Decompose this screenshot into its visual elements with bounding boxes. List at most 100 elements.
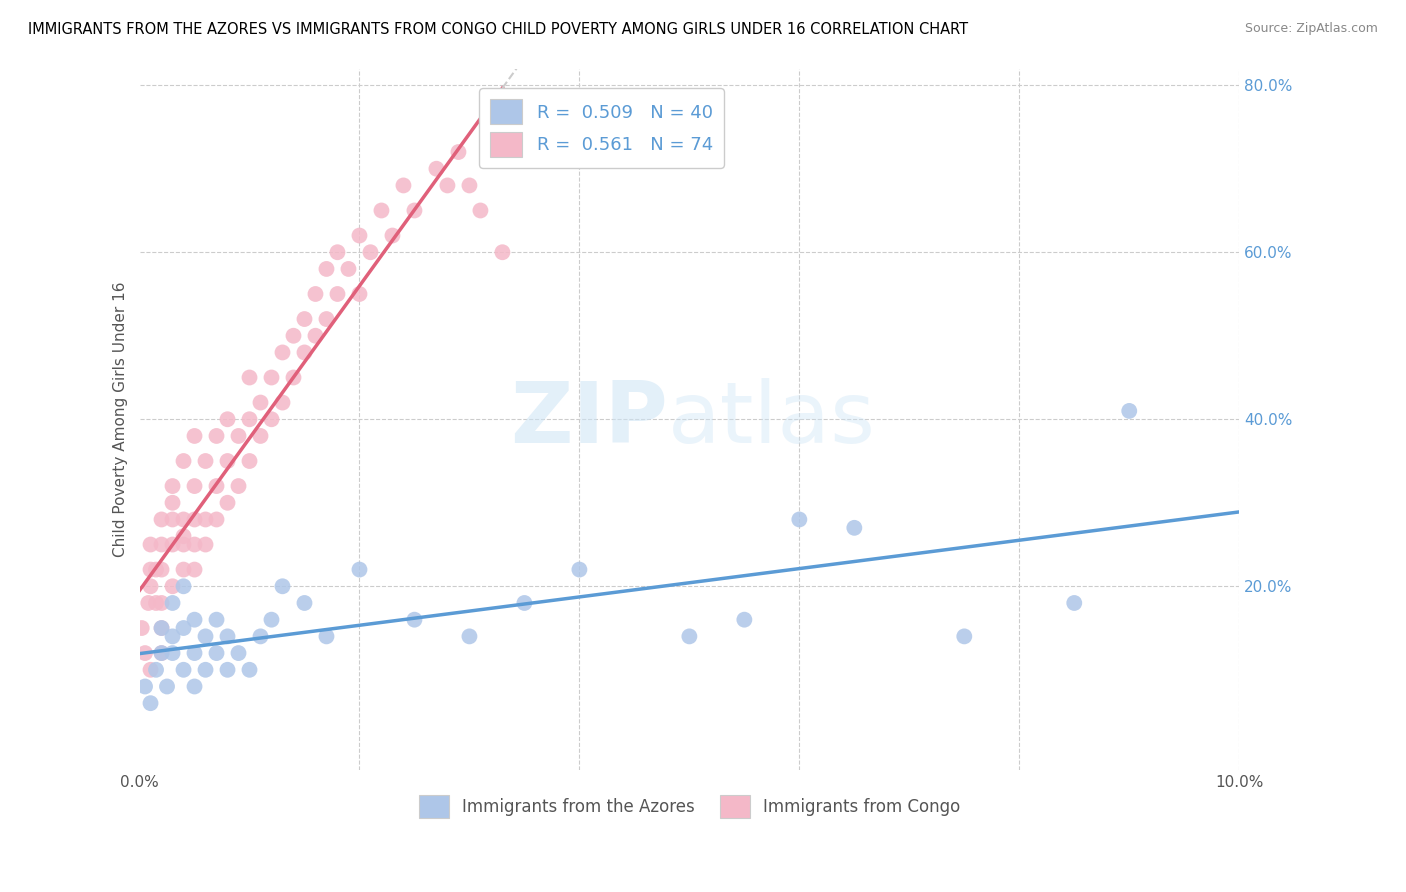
Point: [150, 596, 173, 610]
Point: [217, 496, 239, 510]
Point: [404, 613, 426, 627]
Text: IMMIGRANTS FROM THE AZORES VS IMMIGRANTS FROM CONGO CHILD POVERTY AMONG GIRLS UN: IMMIGRANTS FROM THE AZORES VS IMMIGRANTS…: [28, 22, 969, 37]
Point: [134, 680, 156, 694]
Point: [162, 496, 184, 510]
Point: [150, 512, 173, 526]
Point: [162, 479, 184, 493]
Point: [349, 563, 371, 577]
Point: [150, 646, 173, 660]
Point: [183, 512, 205, 526]
Point: [260, 613, 283, 627]
Point: [249, 429, 271, 443]
Point: [183, 429, 205, 443]
Point: [228, 429, 250, 443]
Point: [150, 563, 173, 577]
Point: [294, 345, 316, 359]
Point: [733, 613, 755, 627]
Point: [173, 537, 195, 551]
Text: ZIP: ZIP: [509, 377, 668, 461]
Point: [205, 429, 228, 443]
Point: [238, 454, 260, 468]
Point: [458, 629, 481, 643]
Point: [183, 479, 205, 493]
Point: [194, 663, 217, 677]
Point: [145, 563, 167, 577]
Point: [470, 203, 492, 218]
Text: Source: ZipAtlas.com: Source: ZipAtlas.com: [1244, 22, 1378, 36]
Point: [150, 621, 173, 635]
Point: [139, 579, 162, 593]
Y-axis label: Child Poverty Among Girls Under 16: Child Poverty Among Girls Under 16: [114, 282, 128, 557]
Point: [326, 287, 349, 301]
Point: [436, 178, 458, 193]
Point: [162, 537, 184, 551]
Legend: Immigrants from the Azores, Immigrants from Congo: Immigrants from the Azores, Immigrants f…: [412, 788, 967, 825]
Point: [134, 646, 156, 660]
Point: [283, 328, 305, 343]
Point: [194, 512, 217, 526]
Point: [447, 145, 470, 159]
Point: [205, 646, 228, 660]
Point: [217, 412, 239, 426]
Point: [678, 629, 700, 643]
Point: [349, 287, 371, 301]
Point: [194, 629, 217, 643]
Point: [183, 537, 205, 551]
Point: [183, 680, 205, 694]
Point: [194, 537, 217, 551]
Point: [238, 370, 260, 384]
Point: [173, 529, 195, 543]
Point: [205, 613, 228, 627]
Point: [1118, 404, 1140, 418]
Point: [139, 663, 162, 677]
Point: [568, 563, 591, 577]
Point: [789, 512, 811, 526]
Point: [359, 245, 381, 260]
Point: [183, 563, 205, 577]
Point: [844, 521, 866, 535]
Point: [173, 621, 195, 635]
Point: [173, 663, 195, 677]
Point: [271, 345, 294, 359]
Point: [150, 646, 173, 660]
Point: [162, 629, 184, 643]
Point: [183, 646, 205, 660]
Point: [228, 479, 250, 493]
Point: [381, 228, 404, 243]
Point: [162, 646, 184, 660]
Point: [294, 312, 316, 326]
Point: [271, 395, 294, 409]
Point: [315, 262, 337, 277]
Point: [953, 629, 976, 643]
Point: [173, 579, 195, 593]
Point: [139, 696, 162, 710]
Point: [1063, 596, 1085, 610]
Point: [173, 454, 195, 468]
Point: [150, 537, 173, 551]
Point: [491, 245, 513, 260]
Point: [162, 512, 184, 526]
Point: [173, 512, 195, 526]
Point: [139, 563, 162, 577]
Point: [228, 646, 250, 660]
Point: [205, 479, 228, 493]
Point: [145, 596, 167, 610]
Point: [315, 629, 337, 643]
Text: atlas: atlas: [668, 377, 876, 461]
Point: [283, 370, 305, 384]
Point: [249, 629, 271, 643]
Point: [392, 178, 415, 193]
Point: [194, 454, 217, 468]
Point: [370, 203, 392, 218]
Point: [315, 312, 337, 326]
Point: [294, 596, 316, 610]
Point: [150, 621, 173, 635]
Point: [173, 563, 195, 577]
Point: [205, 512, 228, 526]
Point: [217, 454, 239, 468]
Point: [304, 287, 326, 301]
Point: [249, 395, 271, 409]
Point: [425, 161, 447, 176]
Point: [162, 579, 184, 593]
Point: [156, 680, 179, 694]
